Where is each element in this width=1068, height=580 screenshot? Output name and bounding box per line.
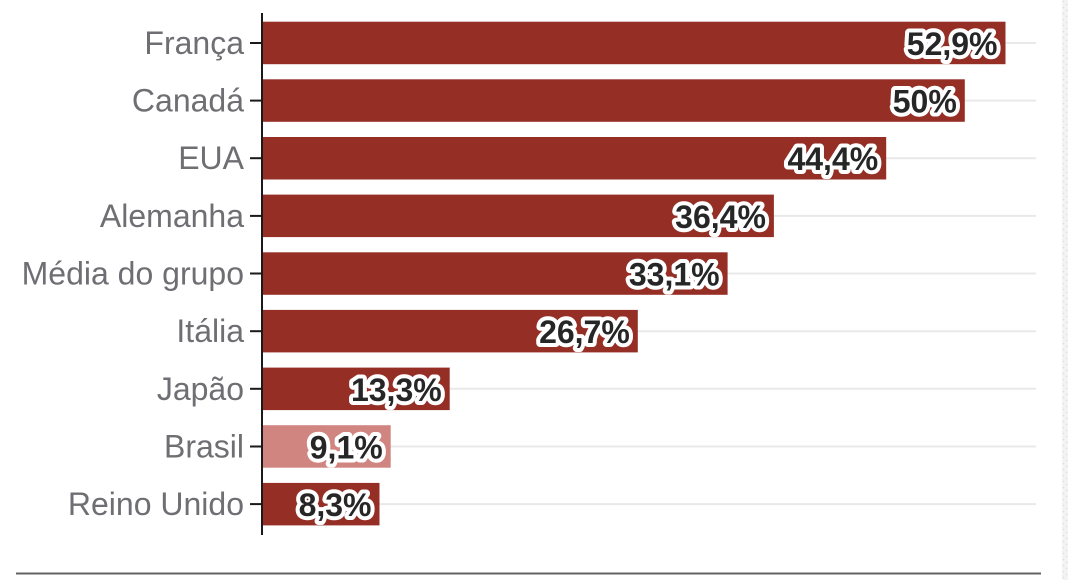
svg-text:52,9%: 52,9%	[907, 26, 998, 62]
svg-text:Reino Unido: Reino Unido	[68, 486, 244, 522]
svg-text:8,3%: 8,3%	[299, 487, 372, 523]
svg-text:Japão: Japão	[157, 371, 244, 407]
svg-text:Brasil: Brasil	[164, 429, 244, 465]
svg-text:44,4%: 44,4%	[787, 141, 878, 177]
svg-text:26,7%: 26,7%	[539, 314, 630, 350]
svg-text:Média do grupo: Média do grupo	[22, 256, 244, 292]
svg-text:33,1%: 33,1%	[629, 257, 720, 293]
svg-text:Canadá: Canadá	[132, 83, 244, 119]
svg-text:França: França	[144, 25, 244, 61]
svg-text:EUA: EUA	[178, 140, 244, 176]
svg-text:Itália: Itália	[176, 313, 244, 349]
svg-text:50%: 50%	[893, 84, 957, 120]
svg-text:9,1%: 9,1%	[310, 430, 383, 466]
svg-text:13,3%: 13,3%	[351, 372, 442, 408]
svg-text:36,4%: 36,4%	[675, 199, 766, 235]
svg-text:Alemanha: Alemanha	[100, 198, 244, 234]
